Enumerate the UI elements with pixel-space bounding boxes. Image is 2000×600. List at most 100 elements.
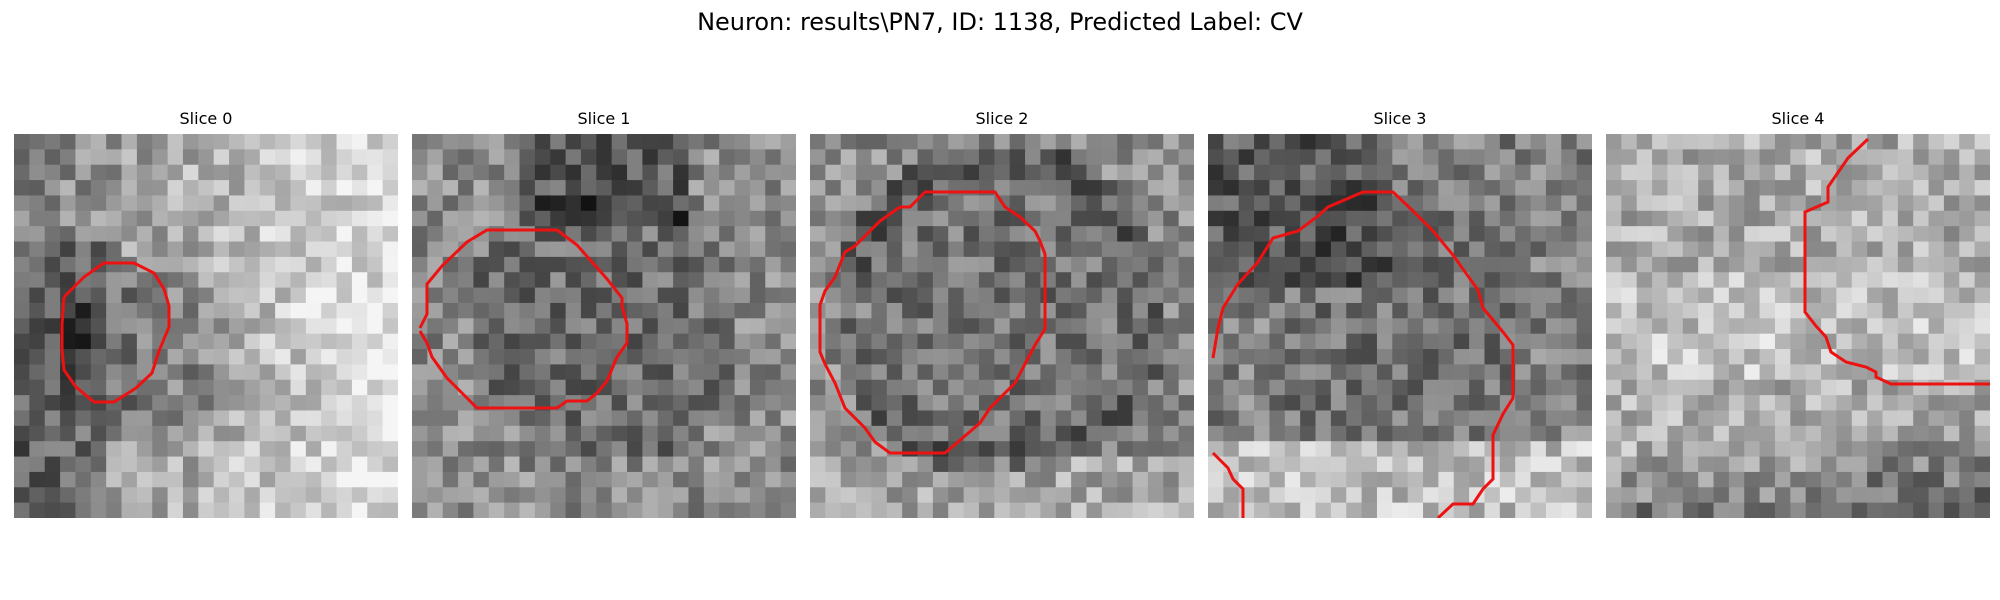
pixel (1315, 226, 1332, 243)
pixel (1621, 502, 1638, 518)
pixel (1223, 134, 1240, 150)
pixel (412, 441, 428, 458)
pixel (1652, 226, 1669, 243)
pixel (611, 456, 628, 473)
pixel (136, 287, 153, 304)
pixel (1974, 164, 1990, 181)
pixel (1974, 441, 1990, 458)
pixel (1040, 272, 1057, 289)
pixel (1621, 302, 1638, 319)
pixel (229, 210, 245, 227)
pixel (106, 180, 123, 197)
pixel (1943, 318, 1960, 335)
pixel (1652, 241, 1669, 258)
pixel (1530, 134, 1547, 150)
pixel (519, 379, 536, 396)
pixel (275, 395, 292, 412)
pixel (1423, 410, 1439, 427)
pixel (1959, 272, 1976, 289)
pixel (136, 441, 153, 458)
pixel (14, 441, 30, 458)
pixel (290, 226, 307, 243)
pixel (1744, 425, 1761, 442)
pixel (1698, 364, 1715, 381)
pixel (519, 134, 536, 150)
pixel (1698, 425, 1715, 442)
pixel (1667, 425, 1684, 442)
pixel (1315, 272, 1332, 289)
pixel (550, 471, 567, 488)
pixel (1561, 318, 1578, 335)
pixel (1530, 210, 1547, 227)
pixel (917, 487, 934, 504)
pixel (1101, 410, 1118, 427)
pixel (596, 425, 613, 442)
pixel (1484, 395, 1501, 412)
pixel (886, 456, 903, 473)
pixel (994, 425, 1011, 442)
pixel (1515, 349, 1532, 365)
pixel (642, 456, 659, 473)
pixel (1392, 425, 1409, 442)
pixel (1223, 226, 1240, 243)
pixel (596, 195, 613, 212)
pixel (1284, 395, 1301, 412)
pixel (1530, 149, 1547, 166)
pixel (886, 379, 903, 396)
pixel (1744, 502, 1761, 518)
pixel (136, 241, 153, 258)
pixel (1438, 487, 1455, 504)
pixel (1499, 318, 1516, 335)
pixel (1698, 441, 1715, 458)
pixel (1407, 364, 1424, 381)
pixel (321, 487, 338, 504)
pixel (290, 241, 307, 258)
pixel (275, 287, 292, 304)
pixel (1025, 241, 1041, 258)
pixel (825, 149, 842, 166)
pixel (534, 164, 551, 181)
pixel (442, 241, 459, 258)
pixel (1897, 149, 1914, 166)
pixel (856, 502, 873, 518)
pixel (229, 487, 245, 504)
pixel (1178, 410, 1194, 427)
pixel (244, 410, 261, 427)
pixel (719, 149, 736, 166)
pixel (152, 195, 169, 212)
pixel (1836, 134, 1853, 150)
pixel (719, 441, 736, 458)
pixel (642, 425, 659, 442)
pixel (1086, 195, 1103, 212)
pixel (1208, 272, 1224, 289)
pixel (1071, 410, 1088, 427)
pixel (367, 195, 384, 212)
pixel (1943, 471, 1960, 488)
pixel (90, 241, 107, 258)
pixel (90, 180, 107, 197)
pixel (902, 195, 919, 212)
pixel (1346, 210, 1363, 227)
pixel (259, 195, 276, 212)
pixel (305, 318, 322, 335)
pixel (1774, 287, 1791, 304)
pixel (1269, 287, 1286, 304)
pixel (611, 195, 628, 212)
pixel (1545, 134, 1562, 150)
pixel (1667, 164, 1684, 181)
pixel (1163, 149, 1180, 166)
pixel (1132, 241, 1149, 258)
pixel (917, 149, 934, 166)
pixel (1071, 272, 1088, 289)
pixel (106, 272, 123, 289)
pixel (1438, 210, 1455, 227)
pixel (1453, 456, 1470, 473)
pixel (1376, 318, 1393, 335)
pixel (1499, 487, 1516, 504)
pixel (1744, 226, 1761, 243)
pixel (1484, 180, 1501, 197)
pixel (1606, 425, 1622, 442)
pixel (627, 425, 643, 442)
pixel (504, 287, 521, 304)
pixel (1897, 318, 1914, 335)
